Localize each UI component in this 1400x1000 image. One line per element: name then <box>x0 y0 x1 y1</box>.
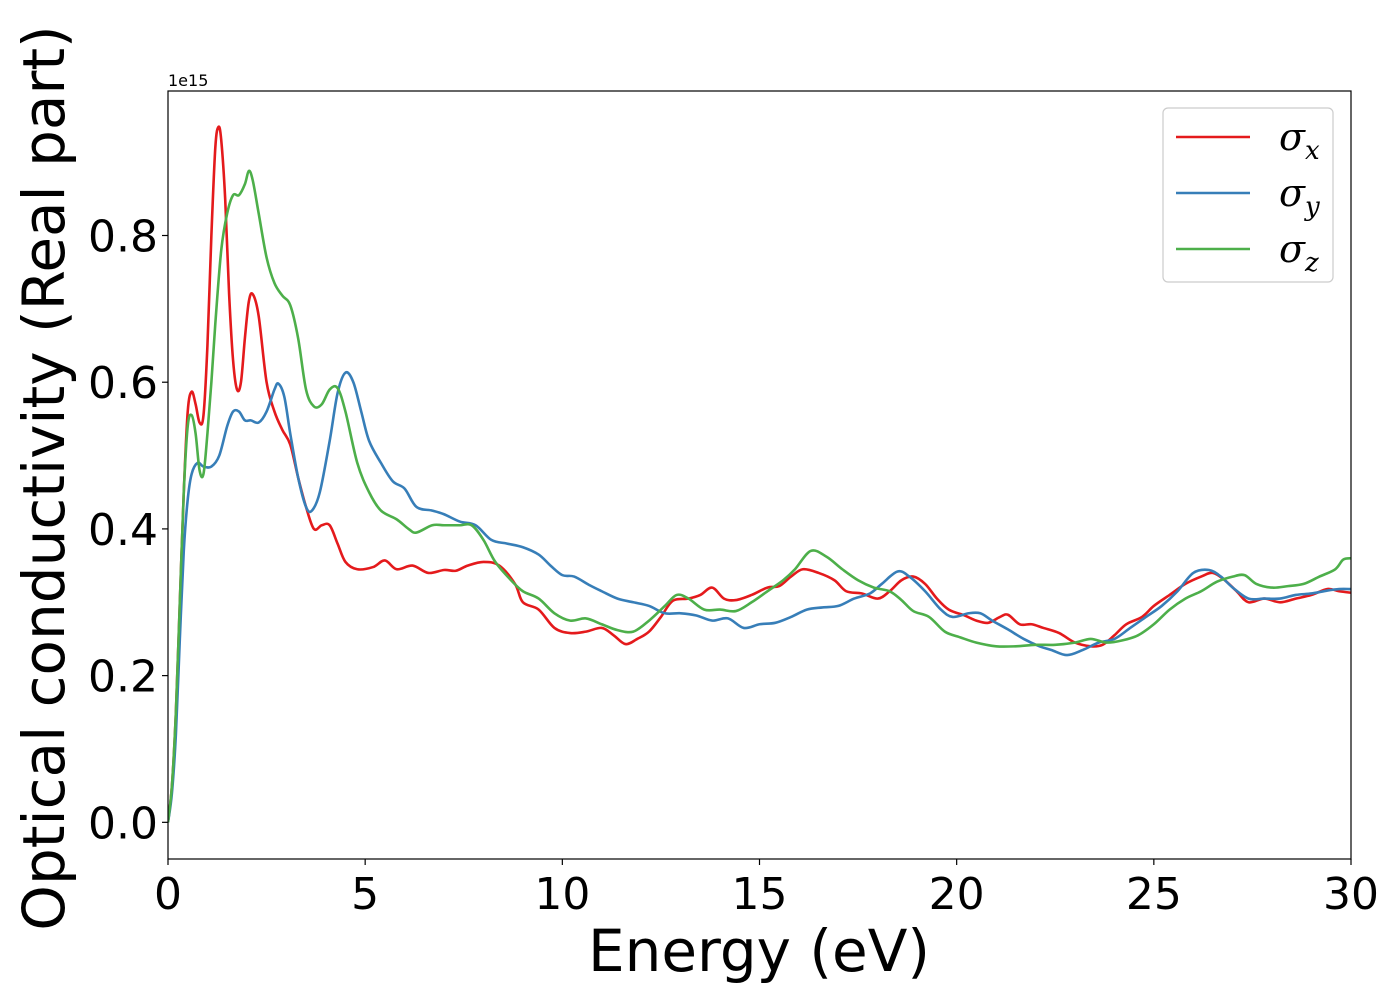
y-tick-label: 0.6 <box>88 358 158 409</box>
x-axis: 0 5 10 15 20 25 30 <box>154 859 1379 920</box>
y-axis-label: Optical conductivity (Real part) <box>10 25 78 930</box>
legend-subscript: x <box>1305 136 1320 166</box>
x-tick-label: 20 <box>929 869 985 920</box>
legend-box <box>1162 107 1334 283</box>
x-tick-label: 25 <box>1126 869 1182 920</box>
legend-label-sigma-y: σy <box>1279 171 1320 222</box>
legend-symbol: σ <box>1279 171 1306 215</box>
y-tick-label: 0.0 <box>88 798 158 849</box>
x-axis-label: Energy (eV) <box>588 917 930 985</box>
series-line-sigma-z <box>168 169 1351 823</box>
y-tick-label: 0.2 <box>88 652 158 703</box>
y-offset-label: 1e15 <box>168 71 208 90</box>
x-tick-label: 10 <box>534 869 590 920</box>
y-tick-label: 0.4 <box>88 505 158 556</box>
legend-label-sigma-z: σz <box>1279 227 1319 278</box>
series-line-sigma-y <box>168 371 1351 823</box>
x-tick-label: 15 <box>732 869 788 920</box>
legend-symbol: σ <box>1279 227 1306 271</box>
x-tick-label: 5 <box>351 869 379 920</box>
x-tick-label: 30 <box>1323 869 1379 920</box>
legend-subscript: y <box>1304 192 1320 222</box>
y-tick-label: 0.8 <box>88 212 158 263</box>
legend-label-sigma-x: σx <box>1279 115 1320 166</box>
legend-subscript: z <box>1304 248 1319 278</box>
y-axis: 0.0 0.2 0.4 0.6 0.8 <box>88 212 168 849</box>
series-line-sigma-x <box>168 125 1351 823</box>
x-tick-label: 0 <box>154 869 182 920</box>
legend-symbol: σ <box>1279 115 1306 159</box>
series-layer <box>168 125 1351 823</box>
